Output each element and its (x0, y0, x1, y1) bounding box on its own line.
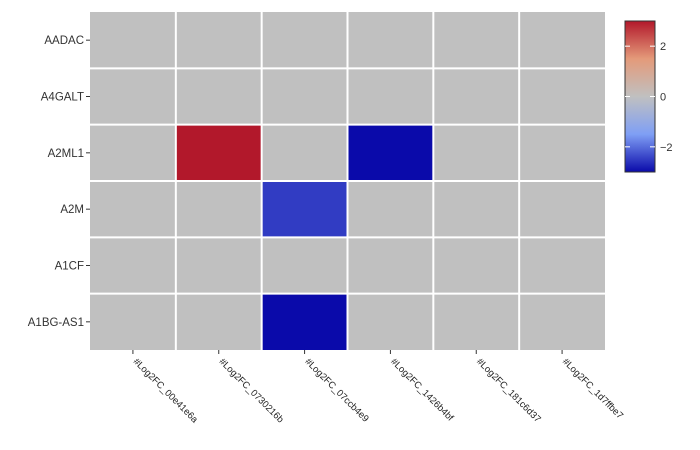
heatmap-cell (175, 124, 262, 181)
heatmap-cell (347, 12, 434, 69)
heatmap-cell (347, 68, 434, 125)
heatmap-cell (175, 293, 262, 350)
heatmap-cell (175, 12, 262, 69)
heatmap-cell (261, 68, 348, 125)
heatmap-cell (90, 237, 176, 294)
legend-tick-label: 2 (660, 41, 666, 53)
heatmap-cell (90, 12, 176, 69)
heatmap-cell (261, 124, 348, 181)
heatmap-cell (90, 68, 176, 125)
heatmap-cell (433, 68, 520, 125)
heatmap-cell (90, 293, 176, 350)
heatmap-cell (175, 181, 262, 238)
x-tick-label: #Log2FC_1d7ffbe7 (560, 356, 625, 421)
x-tick-label: #Log2FC_0730216b (217, 356, 286, 425)
heatmap-cell (261, 181, 348, 238)
y-tick-label: A2ML1 (48, 148, 84, 160)
y-tick-label: A4GALT (41, 92, 84, 104)
x-tick-label: #Log2FC_00e41e6a (131, 356, 201, 426)
x-axis: #Log2FC_00e41e6a #Log2FC_0730216b #Log2FC_… (131, 350, 625, 426)
heatmap-cell (90, 124, 176, 181)
heatmap-cell (519, 124, 605, 181)
heatmap-cell (347, 293, 434, 350)
heatmap-cell (433, 12, 520, 69)
heatmap-cell (433, 124, 520, 181)
heatmap-cell (433, 237, 520, 294)
heatmap-cell (433, 181, 520, 238)
x-tick-label: #Log2FC_07ccb4e9 (302, 356, 370, 424)
heatmap-cell (347, 124, 434, 181)
y-tick-label: A1BG-AS1 (28, 317, 84, 329)
y-tick-label: A2M (60, 204, 84, 216)
color-legend: 2 0 −2 (624, 20, 673, 173)
heatmap-cell (261, 12, 348, 69)
heatmap-cell (347, 237, 434, 294)
x-tick-label: #Log2FC_1426b4bf (388, 356, 455, 423)
x-tick-label: #Log2FC_181c6d37 (474, 356, 543, 425)
heatmap-cell (90, 181, 176, 238)
heatmap-cells (90, 12, 605, 350)
legend-tick-label: 0 (660, 92, 666, 104)
y-axis: AADAC A4GALT A2ML1 A2M A1CF A1BG-AS1 (28, 35, 90, 329)
heatmap-cell (519, 237, 605, 294)
y-tick-label: A1CF (55, 261, 84, 273)
heatmap-cell (261, 237, 348, 294)
heatmap-cell (433, 293, 520, 350)
heatmap-cell (175, 68, 262, 125)
heatmap-cell (347, 181, 434, 238)
heatmap-cell (519, 181, 605, 238)
heatmap-cell (519, 12, 605, 69)
y-tick-label: AADAC (44, 35, 84, 47)
heatmap-cell (519, 293, 605, 350)
heatmap-cell (519, 68, 605, 125)
legend-tick-label: −2 (660, 142, 673, 154)
heatmap-grid (90, 12, 605, 350)
heatmap-cell (175, 237, 262, 294)
heatmap-cell (261, 293, 348, 350)
